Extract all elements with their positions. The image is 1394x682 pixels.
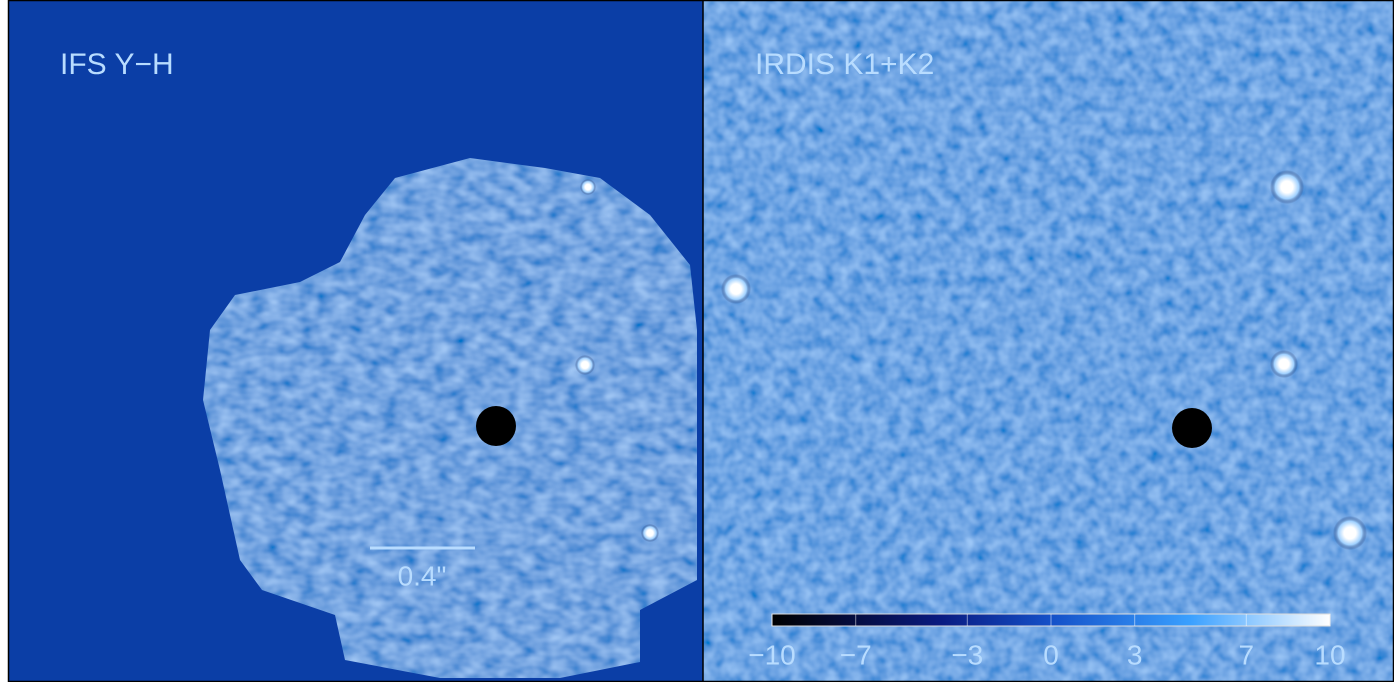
planet [1333, 516, 1367, 550]
colorbar-tick-label: 0 [1043, 639, 1059, 670]
coronagraph-mask [1172, 408, 1212, 448]
planet [1270, 170, 1304, 204]
colorbar-tick-label: −10 [748, 639, 796, 670]
scale-bar-label: 0.4" [398, 560, 447, 591]
figure: 0.4" IFS Y−H IRDIS K1+K2 −10 −7 −3 0 3 7 10 [0, 0, 1394, 682]
panel-label: IFS Y−H [60, 48, 174, 81]
page: 0.4" IFS Y−H IRDIS K1+K2 −10−7−303710 ((… [0, 0, 1394, 682]
colorbar-tick-label: 7 [1239, 639, 1255, 670]
planet [580, 179, 596, 195]
colorbar-tick-label: 3 [1127, 639, 1143, 670]
panel-label: IRDIS K1+K2 [755, 48, 934, 81]
planet [1270, 350, 1298, 378]
planet [641, 524, 659, 542]
planet [721, 274, 751, 304]
coronagraph-mask [476, 406, 516, 446]
colorbar-tick-label: −3 [951, 639, 983, 670]
colorbar-tick-label: 10 [1314, 639, 1345, 670]
colorbar-tick-label: −7 [840, 639, 872, 670]
irdis-image [703, 0, 1394, 682]
planet [575, 355, 595, 375]
